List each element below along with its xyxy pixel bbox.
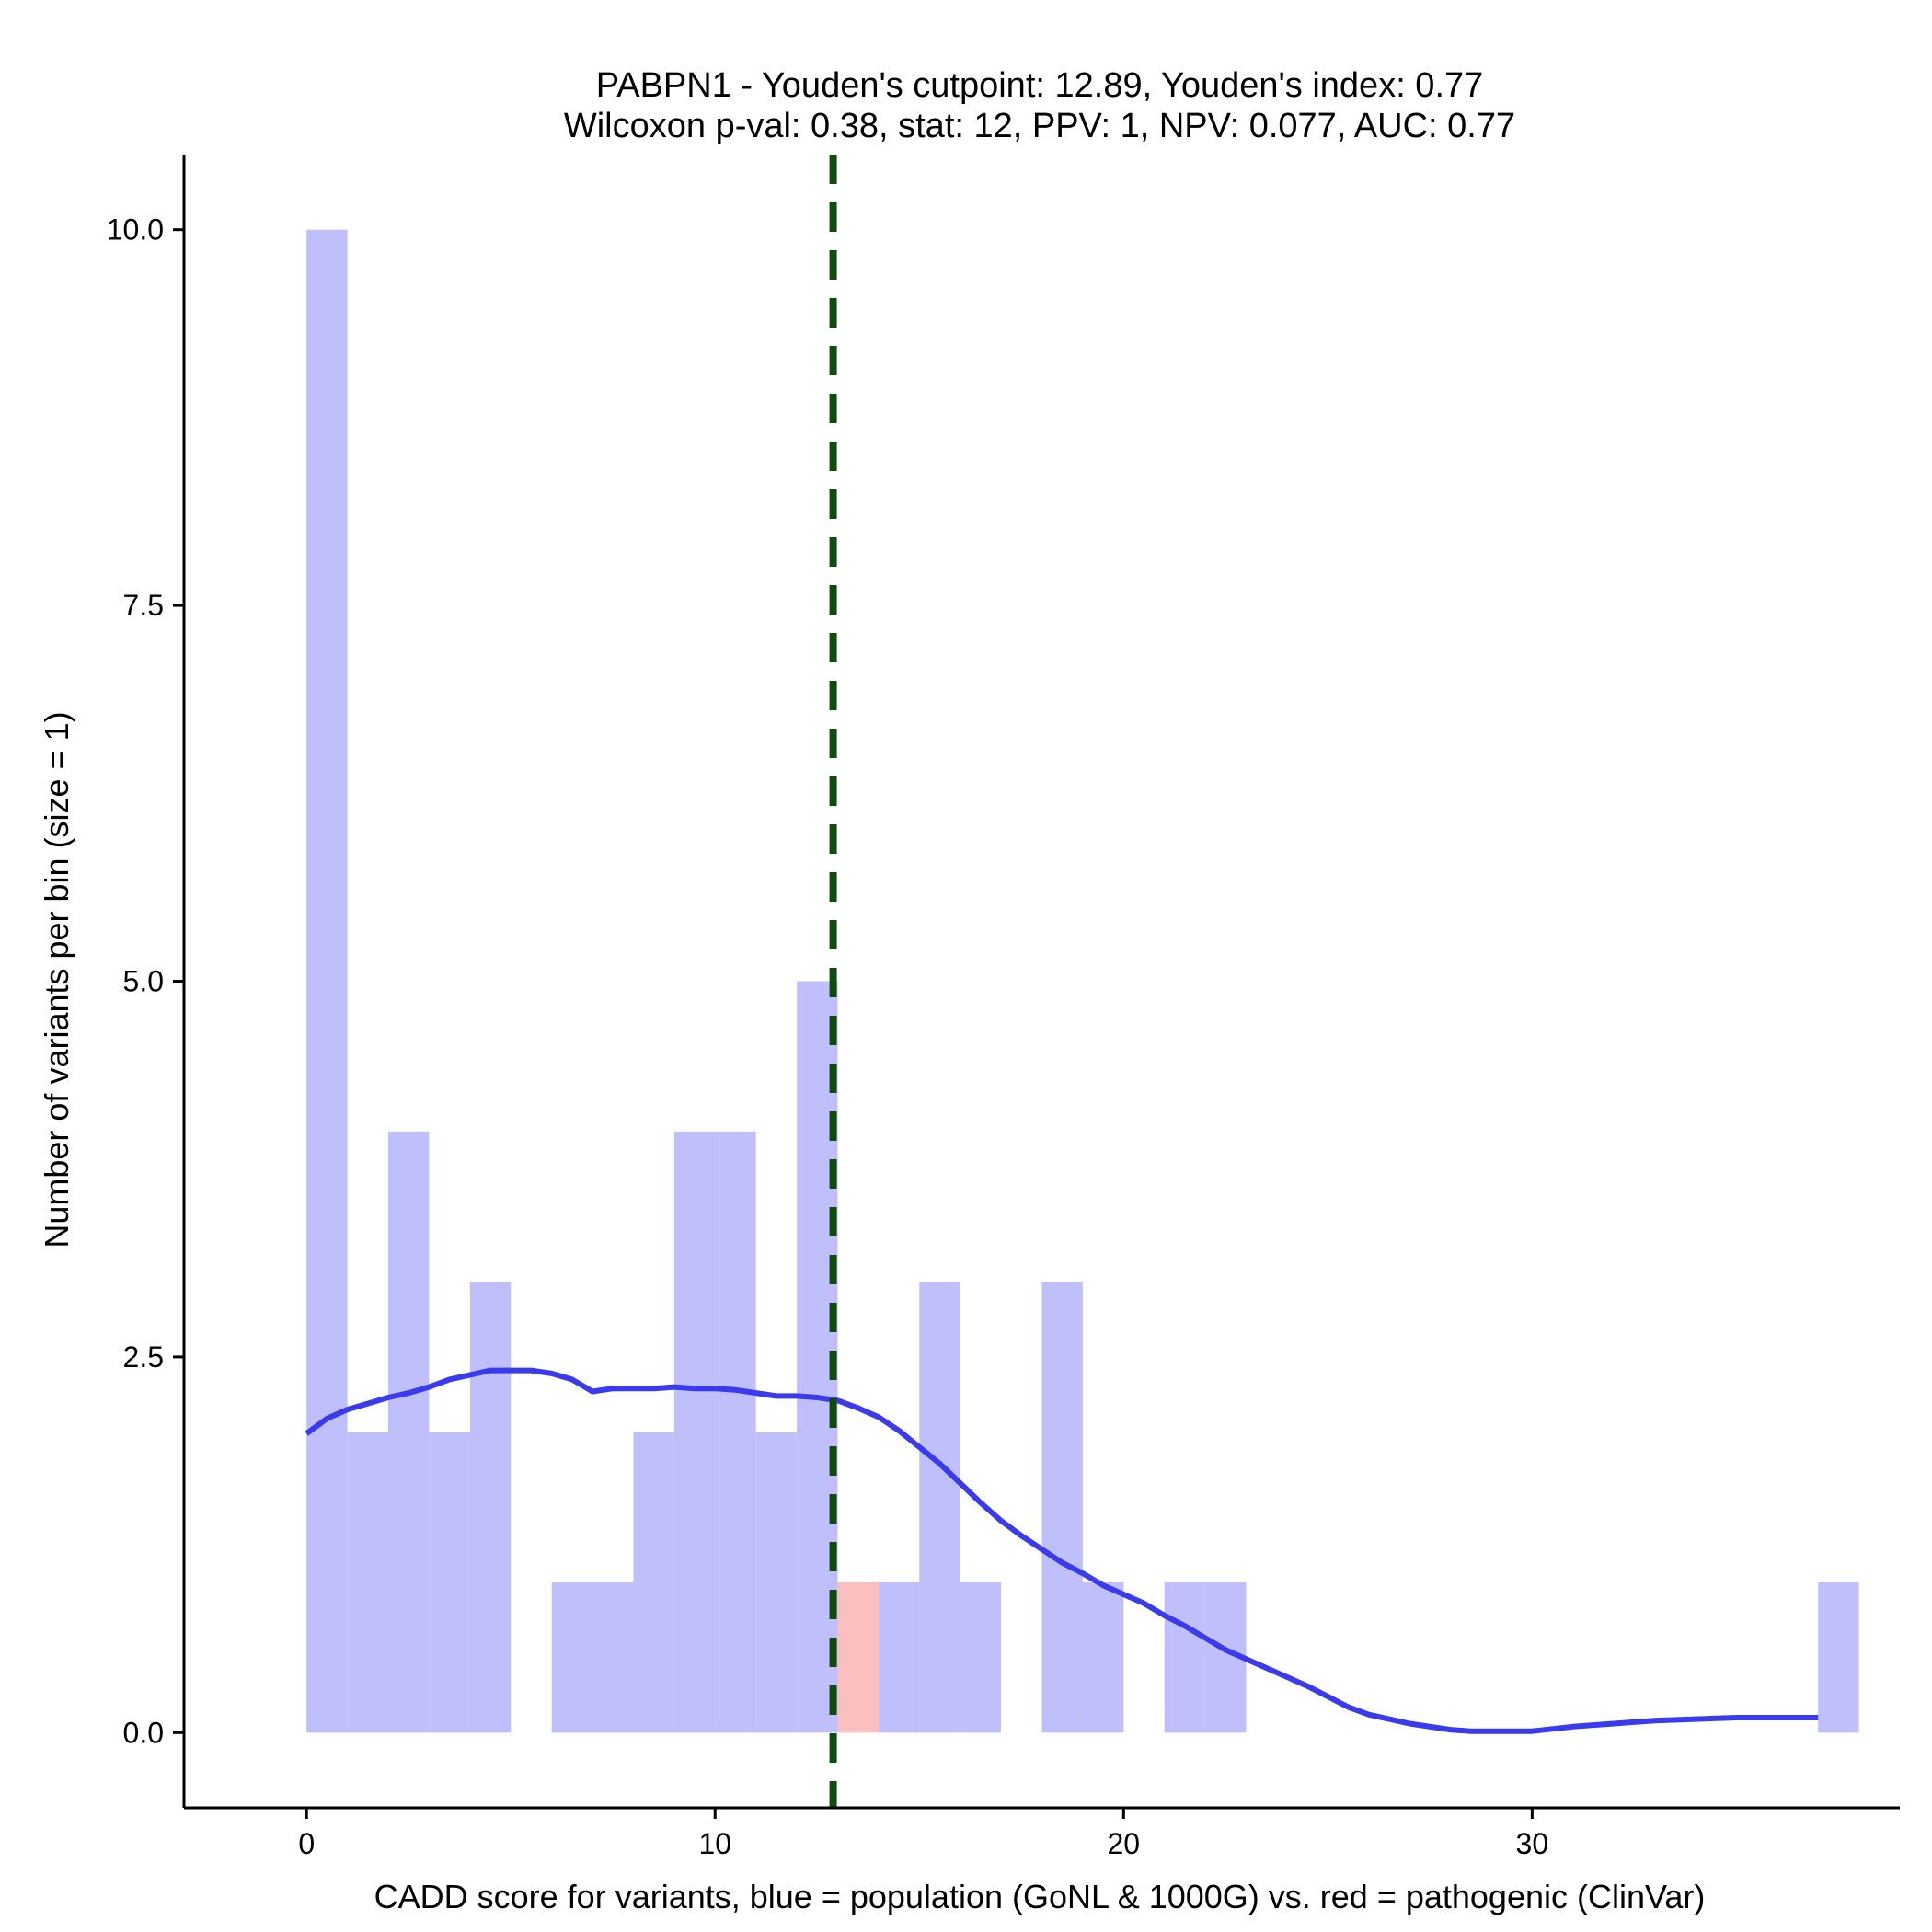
population-bar xyxy=(633,1432,674,1733)
population-bar xyxy=(878,1581,920,1733)
pathogenic-bar xyxy=(837,1581,879,1733)
population-bar xyxy=(429,1432,470,1733)
population-bar xyxy=(960,1581,1002,1733)
y-axis-label: Number of variants per bin (size = 1) xyxy=(38,711,75,1248)
density-curve xyxy=(305,1367,1819,1734)
y-tick-label: 10.0 xyxy=(107,213,164,247)
x-tick-label: 0 xyxy=(298,1827,315,1860)
population-bar xyxy=(755,1432,798,1733)
population-bar xyxy=(1041,1282,1083,1733)
population-bar xyxy=(388,1131,430,1733)
population-bars xyxy=(306,229,1859,1733)
population-bar xyxy=(469,1282,512,1733)
x-tick-label: 10 xyxy=(698,1827,731,1860)
y-tick-label: 7.5 xyxy=(123,589,164,622)
population-bar xyxy=(673,1131,716,1733)
chart-title: PABPN1 - Youden's cutpoint: 12.89, Youde… xyxy=(596,66,1484,105)
population-bar xyxy=(919,1282,960,1733)
y-tick-label: 2.5 xyxy=(123,1340,164,1374)
population-bar xyxy=(306,229,348,1733)
y-tick-label: 5.0 xyxy=(123,965,164,998)
population-bar xyxy=(592,1581,634,1733)
population-bar xyxy=(551,1581,593,1733)
population-bar xyxy=(1082,1581,1124,1733)
population-bar xyxy=(1164,1581,1206,1733)
x-tick-label: 20 xyxy=(1108,1827,1141,1860)
x-axis-label: CADD score for variants, blue = populati… xyxy=(374,1878,1706,1915)
x-tick-label: 30 xyxy=(1516,1827,1549,1860)
population-bar xyxy=(1818,1581,1859,1733)
population-bar xyxy=(715,1131,756,1733)
pathogenic-bars xyxy=(837,1581,879,1733)
population-bar xyxy=(347,1432,389,1733)
y-axis-ticks: 0.0 2.5 5.0 7.5 10.0 xyxy=(107,213,184,1749)
chart-subtitle: Wilcoxon p-val: 0.38, stat: 12, PPV: 1, … xyxy=(564,107,1515,145)
y-tick-label: 0.0 xyxy=(123,1716,164,1749)
x-axis-ticks: 0 10 20 30 xyxy=(298,1808,1548,1860)
